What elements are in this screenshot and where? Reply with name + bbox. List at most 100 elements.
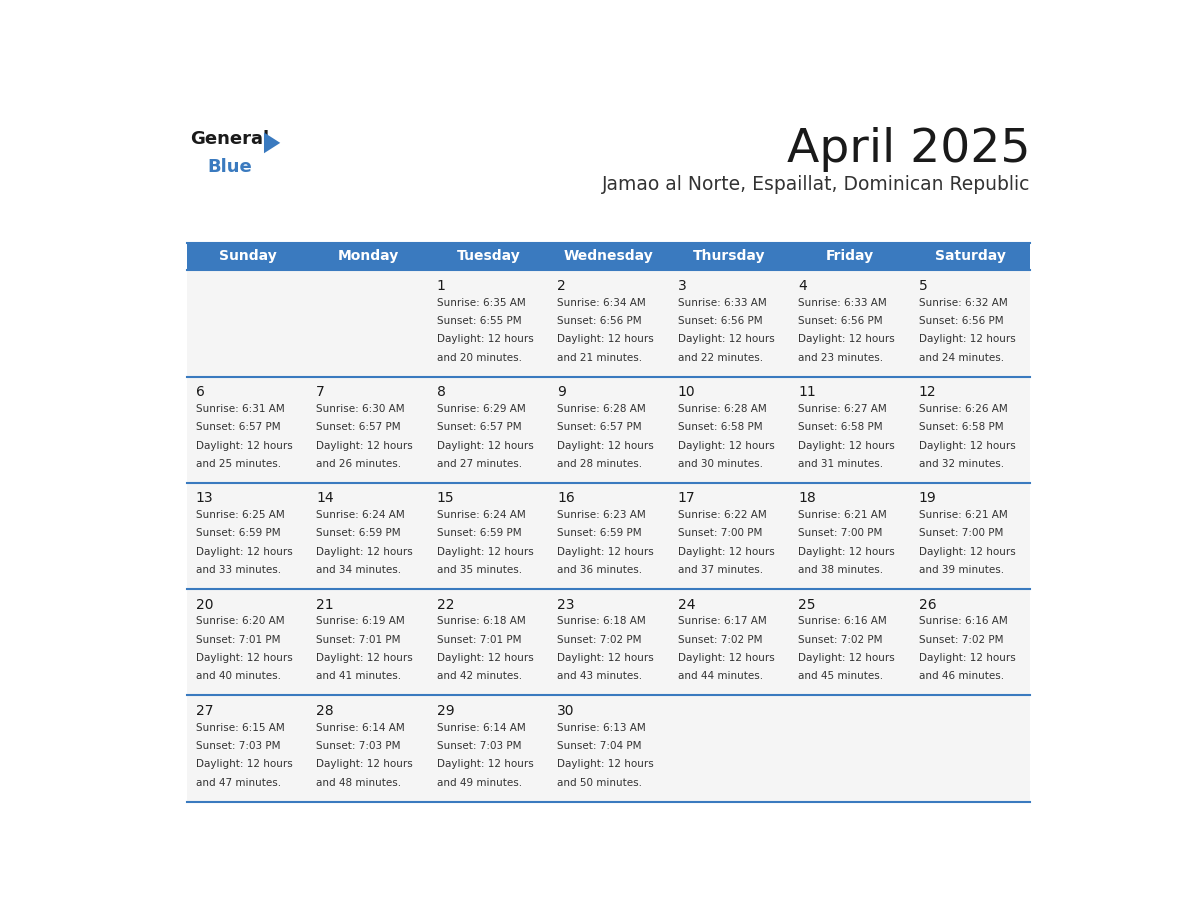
Bar xyxy=(188,695,308,801)
Text: Sunset: 7:02 PM: Sunset: 7:02 PM xyxy=(557,634,642,644)
Text: Sunrise: 6:28 AM: Sunrise: 6:28 AM xyxy=(677,404,766,414)
Text: 12: 12 xyxy=(918,385,936,399)
Text: 27: 27 xyxy=(196,704,214,718)
Text: 22: 22 xyxy=(437,598,454,611)
Text: Sunset: 6:59 PM: Sunset: 6:59 PM xyxy=(557,529,642,539)
Text: Sunset: 6:59 PM: Sunset: 6:59 PM xyxy=(437,529,522,539)
Text: Daylight: 12 hours: Daylight: 12 hours xyxy=(798,547,895,557)
Text: Sunset: 7:00 PM: Sunset: 7:00 PM xyxy=(798,529,883,539)
Text: and 46 minutes.: and 46 minutes. xyxy=(918,671,1004,681)
Bar xyxy=(308,483,428,589)
Text: Sunset: 7:03 PM: Sunset: 7:03 PM xyxy=(316,741,400,751)
Text: Sunset: 6:58 PM: Sunset: 6:58 PM xyxy=(918,422,1003,432)
Bar xyxy=(910,483,1030,589)
Bar xyxy=(428,695,549,801)
Text: 8: 8 xyxy=(437,385,446,399)
Text: Sunrise: 6:29 AM: Sunrise: 6:29 AM xyxy=(437,404,525,414)
Bar xyxy=(428,483,549,589)
Bar xyxy=(308,270,428,376)
Bar xyxy=(790,376,910,483)
Bar xyxy=(308,376,428,483)
Text: April 2025: April 2025 xyxy=(786,127,1030,172)
Text: and 32 minutes.: and 32 minutes. xyxy=(918,459,1004,469)
Text: Sunset: 7:02 PM: Sunset: 7:02 PM xyxy=(677,634,763,644)
Text: and 36 minutes.: and 36 minutes. xyxy=(557,565,643,576)
Text: 26: 26 xyxy=(918,598,936,611)
Bar xyxy=(188,242,308,270)
Text: Sunset: 7:01 PM: Sunset: 7:01 PM xyxy=(437,634,522,644)
Text: 11: 11 xyxy=(798,385,816,399)
Text: Sunrise: 6:32 AM: Sunrise: 6:32 AM xyxy=(918,297,1007,308)
Text: Tuesday: Tuesday xyxy=(456,250,520,263)
Text: Sunrise: 6:16 AM: Sunrise: 6:16 AM xyxy=(918,616,1007,626)
Bar xyxy=(428,242,549,270)
Text: Daylight: 12 hours: Daylight: 12 hours xyxy=(918,334,1016,344)
Text: 2: 2 xyxy=(557,279,565,293)
Text: Sunrise: 6:34 AM: Sunrise: 6:34 AM xyxy=(557,297,646,308)
Text: and 44 minutes.: and 44 minutes. xyxy=(677,671,763,681)
Bar xyxy=(910,376,1030,483)
Text: Daylight: 12 hours: Daylight: 12 hours xyxy=(196,547,292,557)
Text: Sunset: 7:03 PM: Sunset: 7:03 PM xyxy=(196,741,280,751)
Bar xyxy=(549,376,669,483)
Text: Daylight: 12 hours: Daylight: 12 hours xyxy=(557,653,653,663)
Text: Daylight: 12 hours: Daylight: 12 hours xyxy=(677,547,775,557)
Bar xyxy=(428,589,549,695)
Text: Sunset: 7:00 PM: Sunset: 7:00 PM xyxy=(918,529,1003,539)
Text: Sunrise: 6:14 AM: Sunrise: 6:14 AM xyxy=(437,722,525,733)
Text: Sunset: 6:57 PM: Sunset: 6:57 PM xyxy=(316,422,400,432)
Text: 18: 18 xyxy=(798,491,816,505)
Text: Daylight: 12 hours: Daylight: 12 hours xyxy=(437,759,533,769)
Text: and 38 minutes.: and 38 minutes. xyxy=(798,565,883,576)
Bar xyxy=(790,589,910,695)
Text: Sunset: 6:58 PM: Sunset: 6:58 PM xyxy=(798,422,883,432)
Text: Sunrise: 6:22 AM: Sunrise: 6:22 AM xyxy=(677,510,766,521)
Text: Sunset: 6:58 PM: Sunset: 6:58 PM xyxy=(677,422,763,432)
Text: 6: 6 xyxy=(196,385,204,399)
Bar xyxy=(669,589,790,695)
Text: Daylight: 12 hours: Daylight: 12 hours xyxy=(557,547,653,557)
Text: Sunset: 7:00 PM: Sunset: 7:00 PM xyxy=(677,529,762,539)
Text: Sunrise: 6:35 AM: Sunrise: 6:35 AM xyxy=(437,297,525,308)
Text: and 48 minutes.: and 48 minutes. xyxy=(316,778,402,788)
Polygon shape xyxy=(264,132,280,153)
Text: and 23 minutes.: and 23 minutes. xyxy=(798,353,883,363)
Text: Daylight: 12 hours: Daylight: 12 hours xyxy=(557,759,653,769)
Text: Sunrise: 6:21 AM: Sunrise: 6:21 AM xyxy=(918,510,1007,521)
Text: Sunset: 7:04 PM: Sunset: 7:04 PM xyxy=(557,741,642,751)
Text: Sunset: 7:01 PM: Sunset: 7:01 PM xyxy=(316,634,400,644)
Text: and 31 minutes.: and 31 minutes. xyxy=(798,459,883,469)
Text: and 30 minutes.: and 30 minutes. xyxy=(677,459,763,469)
Bar xyxy=(910,589,1030,695)
Text: Daylight: 12 hours: Daylight: 12 hours xyxy=(196,441,292,451)
Text: Sunset: 6:59 PM: Sunset: 6:59 PM xyxy=(196,529,280,539)
Text: Sunrise: 6:19 AM: Sunrise: 6:19 AM xyxy=(316,616,405,626)
Text: Sunrise: 6:30 AM: Sunrise: 6:30 AM xyxy=(316,404,405,414)
Text: and 49 minutes.: and 49 minutes. xyxy=(437,778,522,788)
Text: Sunrise: 6:31 AM: Sunrise: 6:31 AM xyxy=(196,404,284,414)
Text: Blue: Blue xyxy=(208,158,252,176)
Text: 19: 19 xyxy=(918,491,936,505)
Text: Daylight: 12 hours: Daylight: 12 hours xyxy=(918,653,1016,663)
Text: Sunrise: 6:33 AM: Sunrise: 6:33 AM xyxy=(798,297,886,308)
Bar xyxy=(910,695,1030,801)
Text: Daylight: 12 hours: Daylight: 12 hours xyxy=(798,334,895,344)
Text: Sunrise: 6:24 AM: Sunrise: 6:24 AM xyxy=(316,510,405,521)
Text: 25: 25 xyxy=(798,598,815,611)
Text: Sunset: 7:03 PM: Sunset: 7:03 PM xyxy=(437,741,522,751)
Text: Sunrise: 6:33 AM: Sunrise: 6:33 AM xyxy=(677,297,766,308)
Bar xyxy=(188,483,308,589)
Bar xyxy=(428,376,549,483)
Text: Sunrise: 6:21 AM: Sunrise: 6:21 AM xyxy=(798,510,886,521)
Text: and 20 minutes.: and 20 minutes. xyxy=(437,353,522,363)
Text: Daylight: 12 hours: Daylight: 12 hours xyxy=(557,441,653,451)
Text: and 45 minutes.: and 45 minutes. xyxy=(798,671,883,681)
Text: Daylight: 12 hours: Daylight: 12 hours xyxy=(677,653,775,663)
Text: 15: 15 xyxy=(437,491,454,505)
Bar xyxy=(669,270,790,376)
Text: Daylight: 12 hours: Daylight: 12 hours xyxy=(316,547,413,557)
Text: Daylight: 12 hours: Daylight: 12 hours xyxy=(798,653,895,663)
Text: Sunset: 6:57 PM: Sunset: 6:57 PM xyxy=(196,422,280,432)
Text: and 39 minutes.: and 39 minutes. xyxy=(918,565,1004,576)
Text: 4: 4 xyxy=(798,279,807,293)
